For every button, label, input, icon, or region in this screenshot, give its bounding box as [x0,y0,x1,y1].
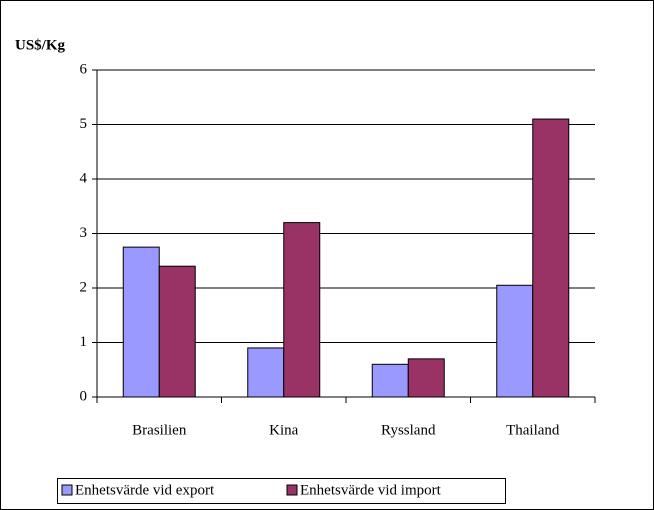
y-tick-label: 2 [80,279,88,295]
legend-label: Enhetsvärde vid export [75,482,215,498]
y-tick-label: 3 [80,225,88,241]
y-tick-label: 0 [80,388,88,404]
y-tick-label: 1 [80,334,88,350]
bar [247,347,285,398]
legend-box [57,478,506,504]
x-tick-label: Brasilien [132,422,187,438]
y-tick-label: 4 [80,170,88,186]
bar [407,358,445,398]
y-axis-label: US$/Kg [15,37,66,53]
x-tick-label: Ryssland [381,422,436,438]
bar [283,222,321,398]
legend-label: Enhetsvärde vid import [300,482,442,498]
bar [532,118,570,398]
bar [371,363,409,398]
x-tick-label: Thailand [506,422,560,438]
x-tick-label: Kina [269,422,299,438]
legend-swatch [61,484,73,496]
bar [496,284,534,398]
y-tick-label: 6 [80,61,88,77]
legend-swatch [286,484,298,496]
y-tick-label: 5 [80,116,88,132]
bar [158,265,196,398]
bar [122,246,160,398]
